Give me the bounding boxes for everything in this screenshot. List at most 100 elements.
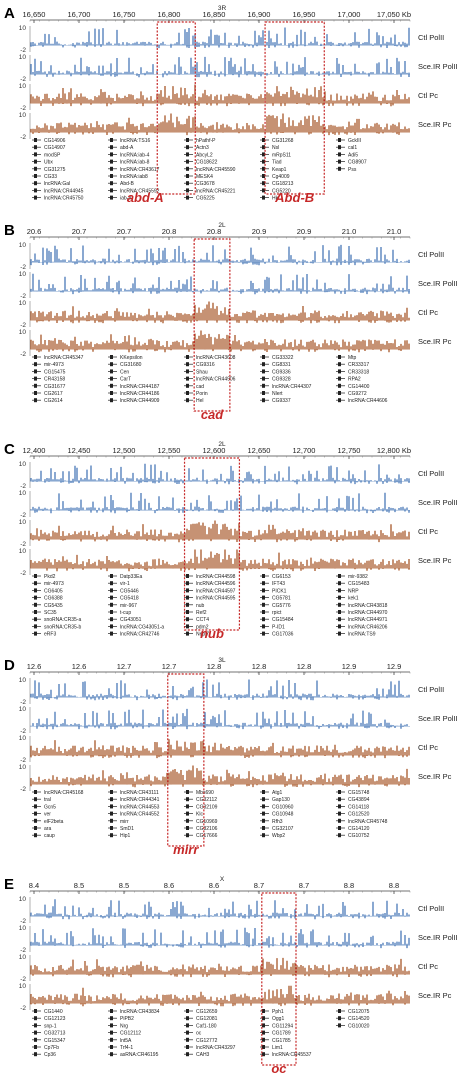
gene-exon xyxy=(262,581,265,586)
gene-label: hPathf-P xyxy=(196,138,216,144)
gene-annotation: caup xyxy=(32,833,55,839)
gene-exon xyxy=(110,152,113,157)
gene-exon xyxy=(34,581,37,586)
gene-label: lncRNA:CR43111 xyxy=(120,790,159,796)
axis-tick-label: 12,450 xyxy=(68,446,91,455)
track-label: Sce.IR Pc xyxy=(418,120,452,129)
gene-exon xyxy=(110,391,113,395)
gene-exon xyxy=(34,1030,37,1035)
axis-tick-label: 12,500 xyxy=(113,446,136,455)
gene-annotation: cad xyxy=(184,383,204,390)
gene-exon xyxy=(186,1052,189,1057)
gene-label: CG8907 xyxy=(348,160,367,166)
highlight-box xyxy=(183,457,241,631)
gene-label: Trf4-1 xyxy=(120,1045,133,1051)
gene-annotation: oc xyxy=(184,1030,202,1037)
axis-tick-label: 16,900 xyxy=(248,10,271,19)
gene-exon xyxy=(110,181,113,186)
gene-label: CG32106 xyxy=(196,826,218,832)
highlight-label: cad xyxy=(201,407,224,422)
gene-label: Cp7Fb xyxy=(44,1045,59,1051)
axis-tick-label: 12,600 xyxy=(203,446,226,455)
track-2: 10 -2 Ctl Pc xyxy=(19,519,438,548)
panel-D: D 3L 12.6 12.6 12.7 12.7 12.8 12.8 12.8 12.9 12.9 1… xyxy=(4,657,458,857)
gene-label: lncRNA:CR44971 xyxy=(348,617,388,623)
gene-label: Hip1 xyxy=(120,833,131,839)
gene-label: AbcyL2 xyxy=(196,152,213,158)
track-2: 10 -2 Ctl Pc xyxy=(19,735,438,764)
gene-label: snoRNA:CR35-b xyxy=(44,624,81,630)
gene-annotation: Ref2 xyxy=(184,610,207,616)
gene-exon xyxy=(110,376,113,381)
gene-annotation: RPA2 xyxy=(336,376,361,383)
gene-annotation: lncRNA:iab8 xyxy=(108,174,148,180)
gene-label: lnt5A xyxy=(120,1038,132,1044)
gene-exon xyxy=(262,369,265,374)
track-signal xyxy=(30,739,410,759)
gene-exon xyxy=(262,166,265,171)
gene-exon xyxy=(262,1037,265,1042)
gene-label: rpict xyxy=(272,610,282,616)
axis-tick-label: 20.8 xyxy=(207,227,222,236)
gene-annotation: SC35 xyxy=(32,610,57,616)
gene-label: Lim1 xyxy=(272,1045,283,1051)
gene-annotation: lncRNA:CR44598 xyxy=(184,574,236,580)
gene-annotation: CG9316 xyxy=(184,362,215,368)
gene-exon xyxy=(338,610,341,614)
track-label: Ctl Pc xyxy=(418,743,438,752)
gene-annotation: CG8331 xyxy=(260,362,291,368)
gene-label: asRNA:CR46195 xyxy=(120,1052,159,1058)
gene-exon xyxy=(186,195,189,200)
gene-label: lncRNA:CR45168 xyxy=(44,790,84,796)
track-1: 10 -2 Sce.IR PolII xyxy=(19,271,458,300)
gene-exon xyxy=(34,1023,37,1028)
gene-annotation: CG14907 xyxy=(32,145,66,151)
gene-label: Hel xyxy=(196,398,204,404)
gene-label: CG2617 xyxy=(44,391,63,397)
track-label: Ctl Pc xyxy=(418,91,438,100)
gene-label: Pkd2 xyxy=(44,574,56,580)
gene-label: CG12123 xyxy=(44,1016,66,1022)
gene-label: CarT xyxy=(120,377,131,383)
gene-annotation: Tiad xyxy=(260,159,282,166)
gene-annotation: Rfh3 xyxy=(260,818,283,825)
gene-label: CG17036 xyxy=(272,632,294,638)
gene-exon xyxy=(34,595,37,600)
axis-tick-label: 12.8 xyxy=(252,662,267,671)
gene-annotation: CG14400 xyxy=(336,383,370,390)
gene-label: Cg4009 xyxy=(272,174,290,180)
gene-exon xyxy=(34,617,37,622)
gene-label: CG10020 xyxy=(348,1023,370,1029)
gene-label: lncRNA:CR44597 xyxy=(196,588,236,594)
gene-exon xyxy=(34,398,37,403)
chromosome-label: 3R xyxy=(218,5,227,12)
track-ymax-label: 10 xyxy=(19,242,27,249)
gene-exon xyxy=(34,159,37,164)
gene-exon xyxy=(262,624,265,629)
track-ymin-label: -2 xyxy=(20,264,26,271)
gene-label: CG32109 xyxy=(196,804,218,810)
track-label: Sce.IR PolII xyxy=(418,279,458,288)
gene-exon xyxy=(338,159,341,164)
gene-label: lncRNA:CR45347 xyxy=(44,355,84,361)
gene-label: CG12659 xyxy=(196,1009,218,1015)
gene-exon xyxy=(110,138,113,142)
axis-tick-label: 12.8 xyxy=(207,662,222,671)
gene-annotation: CG31680 xyxy=(108,362,142,368)
gene-annotation: ara xyxy=(32,826,51,832)
gene-exon xyxy=(110,631,113,636)
gene-label: CG3678 xyxy=(196,181,215,187)
axis-tick-label: 20.7 xyxy=(117,227,132,236)
gene-annotation: lncRNA:CR44970 xyxy=(336,610,388,616)
gene-annotation: KKepsilon xyxy=(108,355,143,361)
track-ymin-label: -2 xyxy=(20,976,26,983)
gene-exon xyxy=(186,181,189,186)
gene-label: CG10752 xyxy=(348,833,370,839)
gene-annotation: lncRNA:CR43111 xyxy=(108,790,159,796)
gene-exon xyxy=(110,355,113,359)
gene-exon xyxy=(34,391,37,395)
gene-annotation: CG1789 xyxy=(260,1030,291,1037)
gene-exon xyxy=(186,138,189,142)
gene-annotation: CG5435 xyxy=(32,602,63,609)
gene-annotation: lncRNA:CR44186 xyxy=(108,391,160,397)
